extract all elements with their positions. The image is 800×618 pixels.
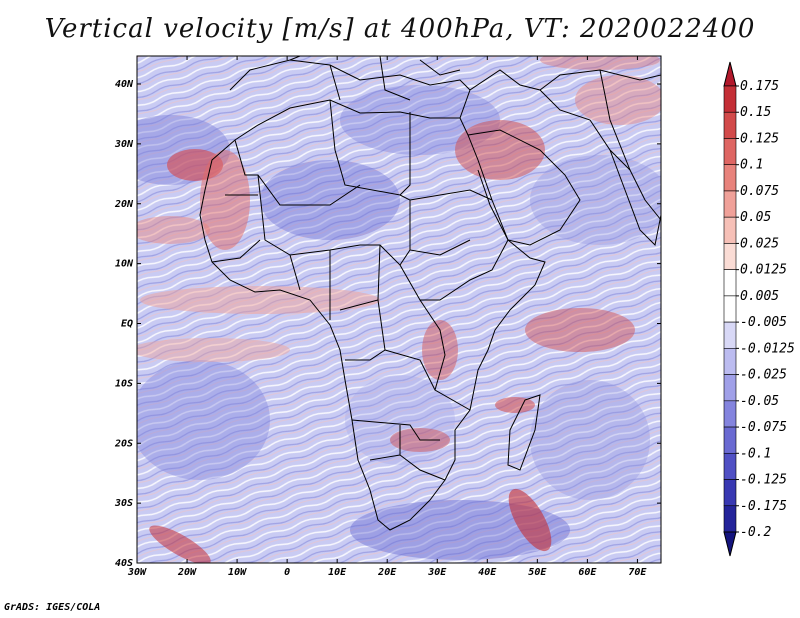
colorbar-label: -0.0125: [740, 341, 795, 356]
colorbar-swatch: [723, 138, 737, 166]
lat-tick-label: 10N: [115, 259, 134, 270]
lon-tick-label: 30W: [127, 567, 147, 578]
lon-tick-label: 20W: [177, 567, 197, 578]
footer-credit: GrADS: IGES/COLA: [4, 602, 101, 613]
lat-tick-label: 20S: [114, 438, 133, 449]
lon-tick-label: 30E: [427, 567, 447, 578]
colorbar-swatch: [723, 348, 737, 375]
lat-tick-label: 30N: [114, 139, 134, 150]
lon-tick-label: 50E: [528, 567, 547, 578]
lat-tick-label: EQ: [121, 319, 133, 330]
colorbar-label: 0.15: [740, 105, 771, 120]
colorbar-swatch: [723, 452, 737, 480]
colorbar-swatch: [723, 190, 737, 218]
colorbar-label: -0.025: [740, 368, 787, 383]
vertical-velocity-field: [137, 56, 661, 563]
lon-tick-label: 10E: [328, 567, 347, 578]
colorbar-label: 0.05: [740, 210, 771, 225]
plot-frame: [136, 55, 662, 564]
lon-tick-label: 60E: [578, 567, 597, 578]
colorbar-label: -0.2: [740, 525, 771, 540]
longitude-axis: 30W 20W 10W 0 10E 20E 30E 40E 50E 60E 70E: [127, 56, 647, 578]
colorbar-label: 0.125: [740, 131, 779, 146]
lat-tick-label: 10S: [115, 378, 133, 389]
colorbar-swatch: [723, 321, 737, 349]
colorbar-bottom-arrow: [723, 531, 737, 557]
colorbar-label: 0.075: [740, 184, 779, 199]
colorbar-label: 0.1: [740, 158, 763, 173]
colorbar-label: -0.125: [740, 473, 787, 488]
colorbar-top-arrow: [723, 61, 737, 87]
lat-tick-label: 30S: [114, 498, 133, 509]
lon-tick-label: 70E: [628, 567, 647, 578]
lon-tick-label: 20E: [377, 567, 397, 578]
colorbar-label: 0.025: [740, 236, 779, 251]
colorbar-swatch: [723, 479, 737, 507]
colorbar-label: 0.005: [740, 289, 779, 304]
colorbar-swatch: [723, 111, 737, 139]
lon-tick-label: 0: [284, 567, 290, 578]
map-title: Vertical velocity [m/s] at 400hPa, VT: 2…: [44, 14, 756, 44]
colorbar-swatch: [723, 400, 737, 428]
colorbar-swatch: [723, 164, 737, 192]
colorbar-label: 0.175: [740, 79, 779, 94]
country-borders: [199, 56, 661, 531]
colorbar-swatch: [723, 269, 737, 297]
lon-tick-label: 40E: [478, 567, 497, 578]
colorbar-label: 0.0125: [740, 263, 787, 278]
colorbar-swatch: [723, 374, 737, 402]
lat-tick-label: 40S: [115, 558, 133, 569]
latitude-axis: 40N 30N 20N 10N EQ 10S 20S 30S 40S: [114, 79, 661, 569]
colorbar-swatch: [723, 295, 737, 323]
lat-tick-label: 40N: [115, 79, 134, 90]
colorbar-swatch: [723, 243, 737, 270]
colorbar-swatch: [723, 426, 737, 454]
colorbar-swatch: [723, 216, 737, 244]
colorbar-label: -0.175: [740, 499, 787, 514]
colorbar-swatch: [723, 505, 737, 533]
lon-tick-label: 10W: [228, 567, 247, 578]
colorbar-label: -0.1: [740, 446, 771, 461]
colorbar-swatch: [723, 85, 737, 113]
colorbar-label: -0.005: [740, 315, 787, 330]
colorbar-label: -0.075: [740, 420, 787, 435]
colorbar: 0.175 0.15 0.125 0.1 0.075 0.05 0.025 0.0125 0.0…: [723, 61, 795, 557]
lat-tick-label: 20N: [114, 199, 134, 210]
colorbar-label: -0.05: [740, 394, 779, 409]
